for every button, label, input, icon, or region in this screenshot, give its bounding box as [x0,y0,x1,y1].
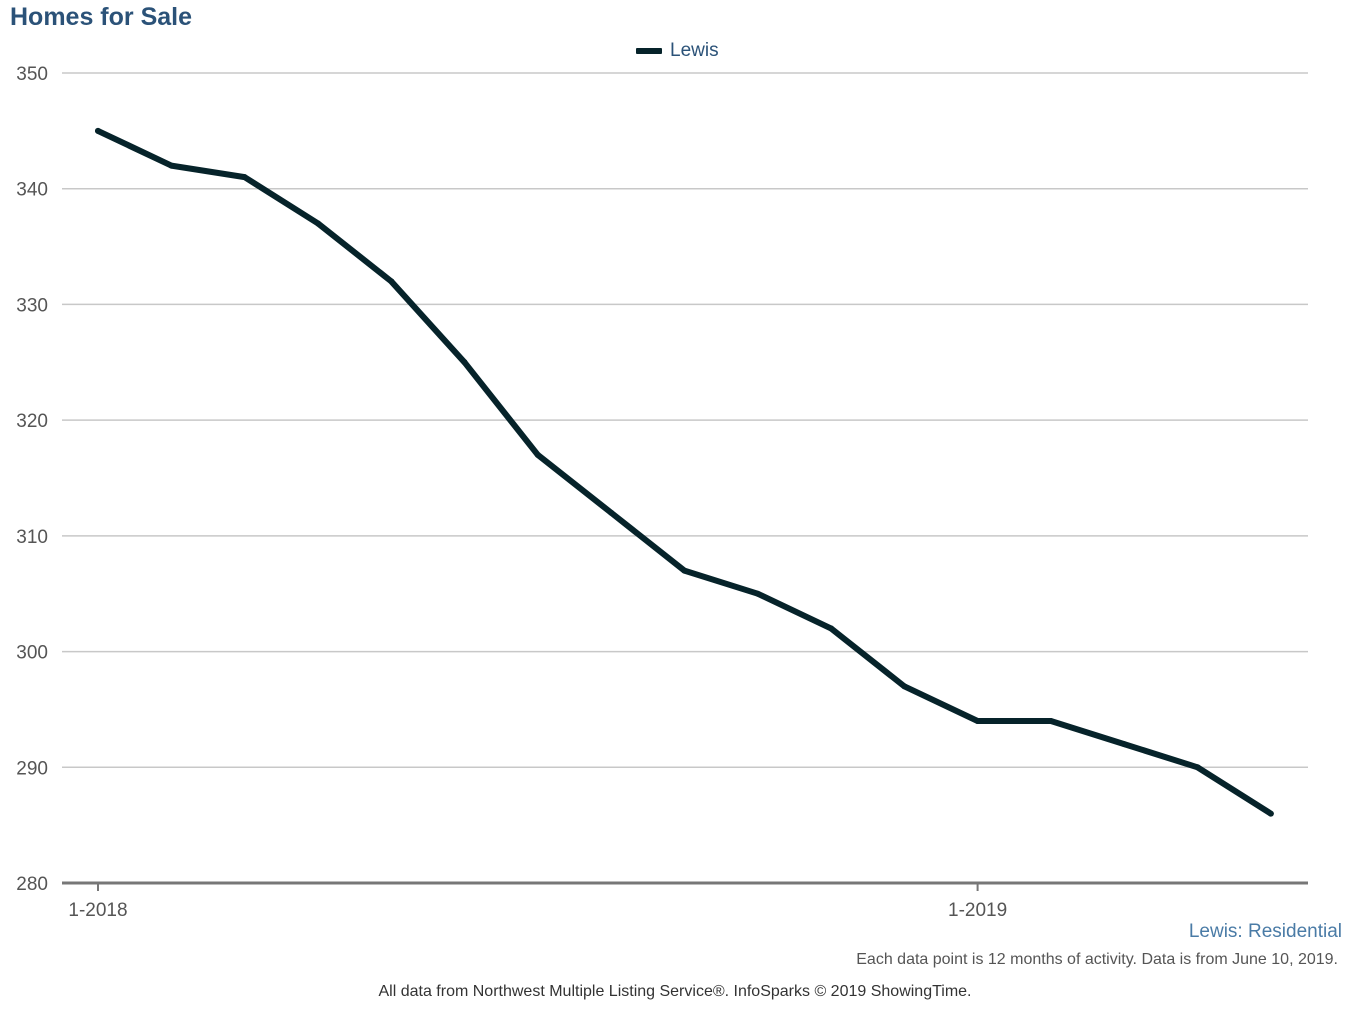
data-point-2019-04 [1194,764,1201,771]
legend: Lewis [636,40,719,62]
data-point-2019-01 [974,718,981,724]
x-tick-label-1-2019: 1-2019 [948,900,1007,921]
series-layer [95,127,1274,817]
data-note: Each data point is 12 months of activity… [856,951,1338,968]
data-point-2018-10 [754,590,761,597]
y-tick-label-290: 290 [16,758,48,779]
y-axis-ticks: 280 290 300 310 320 330 340 350 [16,64,48,895]
data-point-2018-05 [388,278,395,285]
x-axis: 1-2018 1-2019 [62,881,1308,921]
data-point-2019-03 [1121,741,1128,748]
data-point-2018-02 [168,162,175,169]
data-point-2018-07 [534,451,541,458]
legend-label-lewis: Lewis [670,40,719,61]
y-tick-label-340: 340 [16,180,48,201]
chart-title: Homes for Sale [10,3,193,31]
y-tick-label-300: 300 [16,643,48,664]
series-line-lewis [95,127,1274,817]
data-point-2018-04 [314,220,321,227]
y-tick-label-330: 330 [16,295,48,316]
y-tick-label-280: 280 [16,874,48,895]
y-tick-label-310: 310 [16,527,48,548]
y-tick-label-350: 350 [16,64,48,85]
data-point-2018-11 [828,625,834,632]
gridlines [62,72,1308,769]
data-point-2019-02 [1047,718,1054,724]
data-point-2018-03 [241,174,248,181]
data-credit: All data from Northwest Multiple Listing… [378,983,972,1000]
data-point-2018-01 [95,127,101,134]
legend-swatch-lewis [636,48,662,54]
data-point-2018-06 [461,359,468,366]
x-tick-label-1-2018: 1-2018 [68,900,127,921]
data-point-2018-08 [608,509,615,516]
data-point-2018-12 [901,683,908,690]
y-tick-label-320: 320 [16,411,48,432]
data-point-2018-09 [681,567,688,574]
data-point-2019-05 [1267,810,1274,817]
chart-subtitle: Lewis: Residential [1188,921,1342,942]
